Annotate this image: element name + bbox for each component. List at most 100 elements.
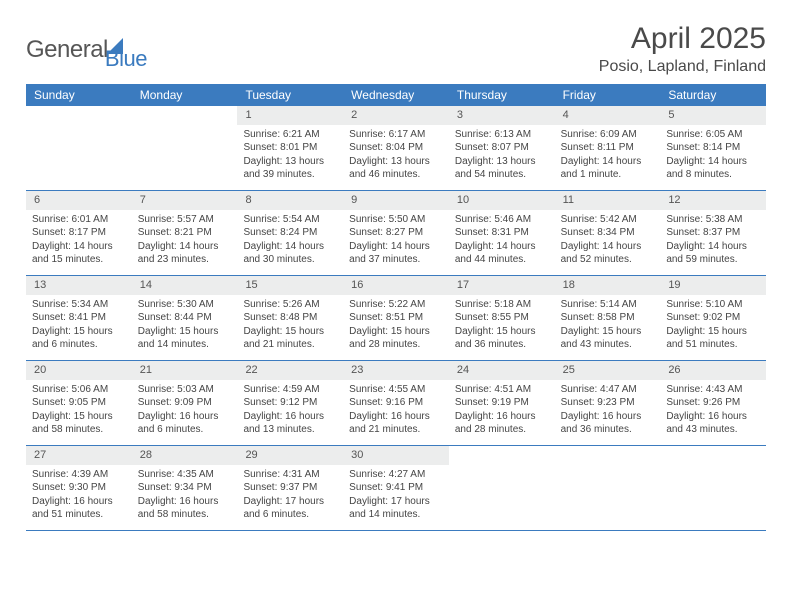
day-body: Sunrise: 4:43 AMSunset: 9:26 PMDaylight:… xyxy=(660,380,766,441)
weeks-container: ..1Sunrise: 6:21 AMSunset: 8:01 PMDaylig… xyxy=(26,106,766,531)
sunset-text: Sunset: 8:51 PM xyxy=(349,311,443,325)
sunrise-text: Sunrise: 4:35 AM xyxy=(138,468,232,482)
sunrise-text: Sunrise: 5:46 AM xyxy=(455,213,549,227)
day-body: Sunrise: 4:47 AMSunset: 9:23 PMDaylight:… xyxy=(555,380,661,441)
daylight-text: Daylight: 17 hours and 14 minutes. xyxy=(349,495,443,522)
daylight-text: Daylight: 14 hours and 37 minutes. xyxy=(349,240,443,267)
calendar-day: 22Sunrise: 4:59 AMSunset: 9:12 PMDayligh… xyxy=(237,361,343,445)
day-body: Sunrise: 6:05 AMSunset: 8:14 PMDaylight:… xyxy=(660,125,766,186)
day-body: Sunrise: 5:06 AMSunset: 9:05 PMDaylight:… xyxy=(26,380,132,441)
sunset-text: Sunset: 8:14 PM xyxy=(666,141,760,155)
daylight-text: Daylight: 14 hours and 44 minutes. xyxy=(455,240,549,267)
day-number: 5 xyxy=(660,106,766,125)
day-header-wed: Wednesday xyxy=(343,84,449,106)
day-number: 15 xyxy=(237,276,343,295)
daylight-text: Daylight: 16 hours and 6 minutes. xyxy=(138,410,232,437)
calendar-day: 11Sunrise: 5:42 AMSunset: 8:34 PMDayligh… xyxy=(555,191,661,275)
day-body: Sunrise: 5:30 AMSunset: 8:44 PMDaylight:… xyxy=(132,295,238,356)
sunset-text: Sunset: 9:05 PM xyxy=(32,396,126,410)
sunset-text: Sunset: 8:04 PM xyxy=(349,141,443,155)
sunset-text: Sunset: 9:19 PM xyxy=(455,396,549,410)
daylight-text: Daylight: 14 hours and 23 minutes. xyxy=(138,240,232,267)
calendar-day: . xyxy=(449,446,555,530)
calendar-day: . xyxy=(555,446,661,530)
day-number: 11 xyxy=(555,191,661,210)
sunrise-text: Sunrise: 5:18 AM xyxy=(455,298,549,312)
day-body: Sunrise: 4:31 AMSunset: 9:37 PMDaylight:… xyxy=(237,465,343,526)
calendar-week: ..1Sunrise: 6:21 AMSunset: 8:01 PMDaylig… xyxy=(26,106,766,191)
sunset-text: Sunset: 8:31 PM xyxy=(455,226,549,240)
sunset-text: Sunset: 9:16 PM xyxy=(349,396,443,410)
calendar-day: 12Sunrise: 5:38 AMSunset: 8:37 PMDayligh… xyxy=(660,191,766,275)
sunset-text: Sunset: 8:44 PM xyxy=(138,311,232,325)
sunset-text: Sunset: 9:23 PM xyxy=(561,396,655,410)
sunrise-text: Sunrise: 6:13 AM xyxy=(455,128,549,142)
day-body: Sunrise: 4:27 AMSunset: 9:41 PMDaylight:… xyxy=(343,465,449,526)
calendar-day: 6Sunrise: 6:01 AMSunset: 8:17 PMDaylight… xyxy=(26,191,132,275)
sunrise-text: Sunrise: 5:30 AM xyxy=(138,298,232,312)
day-body: Sunrise: 6:01 AMSunset: 8:17 PMDaylight:… xyxy=(26,210,132,271)
calendar-day: 20Sunrise: 5:06 AMSunset: 9:05 PMDayligh… xyxy=(26,361,132,445)
calendar-day: . xyxy=(26,106,132,190)
day-body: Sunrise: 4:55 AMSunset: 9:16 PMDaylight:… xyxy=(343,380,449,441)
calendar-day: 7Sunrise: 5:57 AMSunset: 8:21 PMDaylight… xyxy=(132,191,238,275)
day-body: Sunrise: 5:14 AMSunset: 8:58 PMDaylight:… xyxy=(555,295,661,356)
daylight-text: Daylight: 15 hours and 51 minutes. xyxy=(666,325,760,352)
sunset-text: Sunset: 8:11 PM xyxy=(561,141,655,155)
daylight-text: Daylight: 15 hours and 36 minutes. xyxy=(455,325,549,352)
sunrise-text: Sunrise: 4:47 AM xyxy=(561,383,655,397)
sunset-text: Sunset: 9:34 PM xyxy=(138,481,232,495)
day-body: Sunrise: 5:42 AMSunset: 8:34 PMDaylight:… xyxy=(555,210,661,271)
sunrise-text: Sunrise: 5:10 AM xyxy=(666,298,760,312)
day-body: Sunrise: 5:54 AMSunset: 8:24 PMDaylight:… xyxy=(237,210,343,271)
daylight-text: Daylight: 14 hours and 8 minutes. xyxy=(666,155,760,182)
day-header-tue: Tuesday xyxy=(237,84,343,106)
logo: General Blue xyxy=(26,22,147,72)
calendar-week: 13Sunrise: 5:34 AMSunset: 8:41 PMDayligh… xyxy=(26,276,766,361)
sunrise-text: Sunrise: 5:34 AM xyxy=(32,298,126,312)
sunset-text: Sunset: 9:26 PM xyxy=(666,396,760,410)
sunrise-text: Sunrise: 5:03 AM xyxy=(138,383,232,397)
daylight-text: Daylight: 15 hours and 58 minutes. xyxy=(32,410,126,437)
day-body: Sunrise: 6:09 AMSunset: 8:11 PMDaylight:… xyxy=(555,125,661,186)
sunrise-text: Sunrise: 5:42 AM xyxy=(561,213,655,227)
sunset-text: Sunset: 9:30 PM xyxy=(32,481,126,495)
sunset-text: Sunset: 9:37 PM xyxy=(243,481,337,495)
daylight-text: Daylight: 15 hours and 28 minutes. xyxy=(349,325,443,352)
daylight-text: Daylight: 14 hours and 30 minutes. xyxy=(243,240,337,267)
day-body: Sunrise: 5:34 AMSunset: 8:41 PMDaylight:… xyxy=(26,295,132,356)
calendar-day: 9Sunrise: 5:50 AMSunset: 8:27 PMDaylight… xyxy=(343,191,449,275)
daylight-text: Daylight: 16 hours and 43 minutes. xyxy=(666,410,760,437)
calendar-day: 28Sunrise: 4:35 AMSunset: 9:34 PMDayligh… xyxy=(132,446,238,530)
calendar-day: 26Sunrise: 4:43 AMSunset: 9:26 PMDayligh… xyxy=(660,361,766,445)
day-header-thu: Thursday xyxy=(449,84,555,106)
calendar-day: 23Sunrise: 4:55 AMSunset: 9:16 PMDayligh… xyxy=(343,361,449,445)
calendar: Sunday Monday Tuesday Wednesday Thursday… xyxy=(26,84,766,531)
day-body: Sunrise: 4:51 AMSunset: 9:19 PMDaylight:… xyxy=(449,380,555,441)
sunrise-text: Sunrise: 4:27 AM xyxy=(349,468,443,482)
day-number: 16 xyxy=(343,276,449,295)
day-body: Sunrise: 5:57 AMSunset: 8:21 PMDaylight:… xyxy=(132,210,238,271)
sunrise-text: Sunrise: 5:06 AM xyxy=(32,383,126,397)
day-number: 7 xyxy=(132,191,238,210)
calendar-day: . xyxy=(132,106,238,190)
calendar-day: 14Sunrise: 5:30 AMSunset: 8:44 PMDayligh… xyxy=(132,276,238,360)
daylight-text: Daylight: 16 hours and 21 minutes. xyxy=(349,410,443,437)
sunrise-text: Sunrise: 6:05 AM xyxy=(666,128,760,142)
day-number: 19 xyxy=(660,276,766,295)
calendar-day: 15Sunrise: 5:26 AMSunset: 8:48 PMDayligh… xyxy=(237,276,343,360)
sunset-text: Sunset: 8:17 PM xyxy=(32,226,126,240)
day-number: 24 xyxy=(449,361,555,380)
daylight-text: Daylight: 15 hours and 43 minutes. xyxy=(561,325,655,352)
calendar-week: 6Sunrise: 6:01 AMSunset: 8:17 PMDaylight… xyxy=(26,191,766,276)
sunrise-text: Sunrise: 5:14 AM xyxy=(561,298,655,312)
daylight-text: Daylight: 16 hours and 13 minutes. xyxy=(243,410,337,437)
day-number: 18 xyxy=(555,276,661,295)
sunrise-text: Sunrise: 4:51 AM xyxy=(455,383,549,397)
sunrise-text: Sunrise: 5:22 AM xyxy=(349,298,443,312)
daylight-text: Daylight: 13 hours and 39 minutes. xyxy=(243,155,337,182)
calendar-day: 4Sunrise: 6:09 AMSunset: 8:11 PMDaylight… xyxy=(555,106,661,190)
calendar-day: 30Sunrise: 4:27 AMSunset: 9:41 PMDayligh… xyxy=(343,446,449,530)
sunset-text: Sunset: 9:41 PM xyxy=(349,481,443,495)
sunset-text: Sunset: 8:27 PM xyxy=(349,226,443,240)
